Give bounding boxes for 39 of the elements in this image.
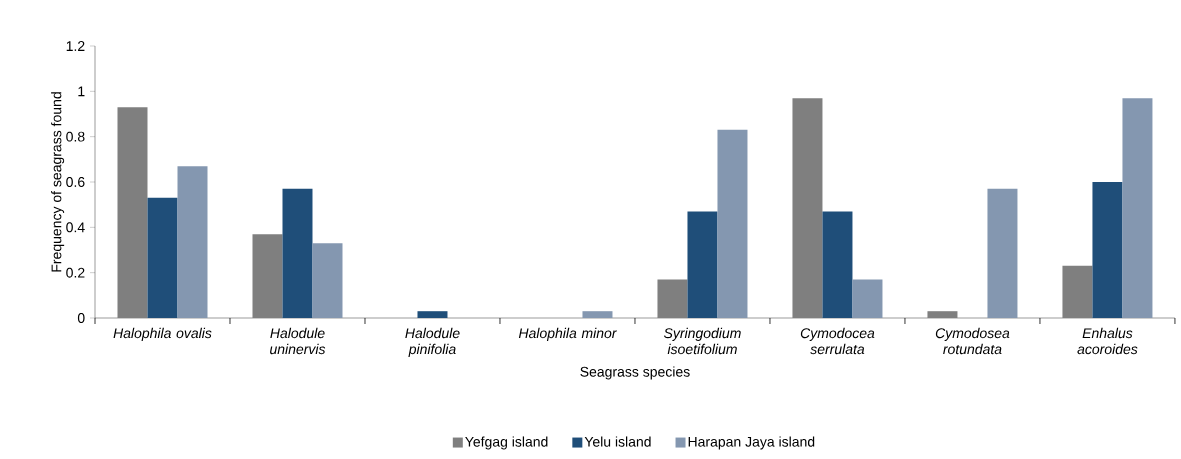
x-tick-label: Halophila ovalis	[113, 327, 212, 341]
x-tick-label: Cymodocea serrulata	[800, 327, 875, 355]
bar	[687, 211, 718, 318]
y-tick-label: 0.8	[66, 131, 85, 142]
bar	[792, 98, 823, 318]
legend-label: Yefgag island	[465, 436, 548, 450]
legend-label: Harapan Jaya island	[688, 436, 815, 450]
bar	[417, 311, 448, 318]
bar	[1092, 182, 1123, 318]
bar	[117, 107, 148, 318]
x-tick-label: Syringodium isoetifolium	[663, 327, 741, 355]
x-tick-label: Cymodosea rotundata	[935, 327, 1010, 355]
y-tick-label: 0.2	[66, 267, 85, 278]
bar	[927, 311, 958, 318]
bar	[852, 279, 883, 318]
bar	[312, 243, 343, 318]
bar	[252, 234, 283, 318]
y-tick-label: 0	[77, 313, 85, 323]
bar	[147, 197, 178, 318]
bar	[657, 279, 688, 318]
bar	[717, 129, 748, 318]
y-axis-title: Frequency of seagrass found	[51, 92, 65, 272]
bar	[582, 311, 613, 318]
x-tick-label: Enhalus acoroides	[1077, 327, 1138, 355]
bar	[177, 166, 208, 318]
bar	[282, 188, 313, 318]
x-axis-title: Seagrass species	[580, 366, 690, 380]
bar	[822, 211, 853, 318]
x-tick-label: Halodule pinifolia	[405, 327, 460, 357]
y-tick-label: 0.4	[66, 222, 85, 233]
bar	[987, 188, 1018, 318]
legend-label: Yelu island	[584, 436, 651, 447]
y-tick-label: 0.6	[66, 177, 85, 187]
x-tick-label: Halophila minor	[518, 327, 617, 341]
x-tick-label: Halodule uninervis	[270, 327, 326, 355]
bar	[1062, 265, 1093, 318]
bar	[1122, 98, 1153, 318]
y-tick-label: 1	[78, 86, 85, 97]
y-tick-label: 1.2	[66, 41, 85, 51]
